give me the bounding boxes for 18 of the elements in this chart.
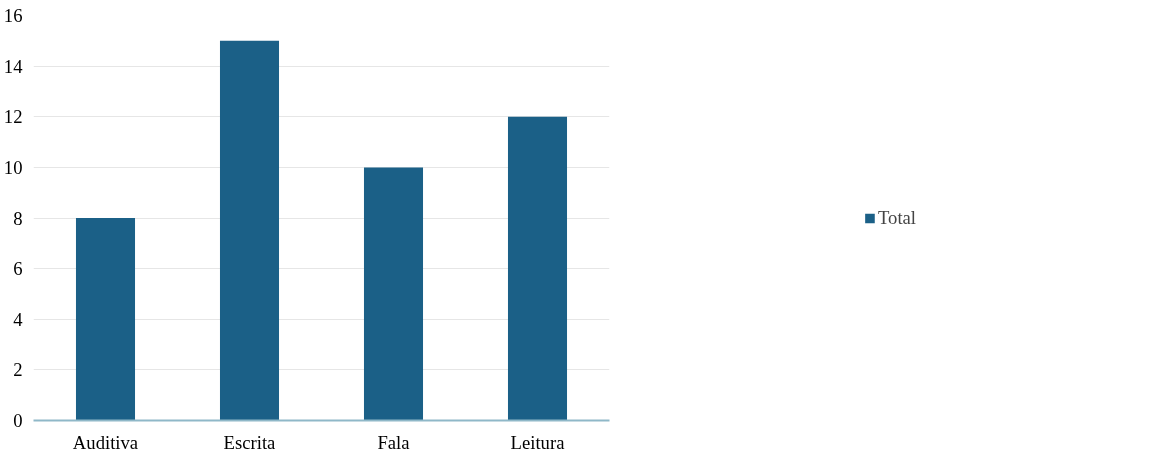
x-tick-label: Leitura xyxy=(510,431,566,453)
x-tick-label: Fala xyxy=(377,431,411,453)
bar xyxy=(507,116,568,421)
y-tick-label: 8 xyxy=(13,207,23,229)
y-tick-label: 6 xyxy=(13,258,23,280)
bar xyxy=(363,167,424,421)
bar xyxy=(75,218,136,421)
y-tick-label: 16 xyxy=(3,5,23,26)
y-tick-label: 14 xyxy=(3,55,24,77)
y-tick-label: 12 xyxy=(3,106,23,128)
y-tick-label: 2 xyxy=(13,359,23,381)
y-tick-label: 4 xyxy=(13,308,24,330)
y-tick-label: 0 xyxy=(13,410,23,431)
legend-label: Total xyxy=(877,206,917,229)
bar xyxy=(219,40,280,421)
x-tick-label: Escrita xyxy=(223,431,277,453)
y-tick-label: 10 xyxy=(3,156,23,178)
x-tick-label: Auditiva xyxy=(72,431,139,453)
